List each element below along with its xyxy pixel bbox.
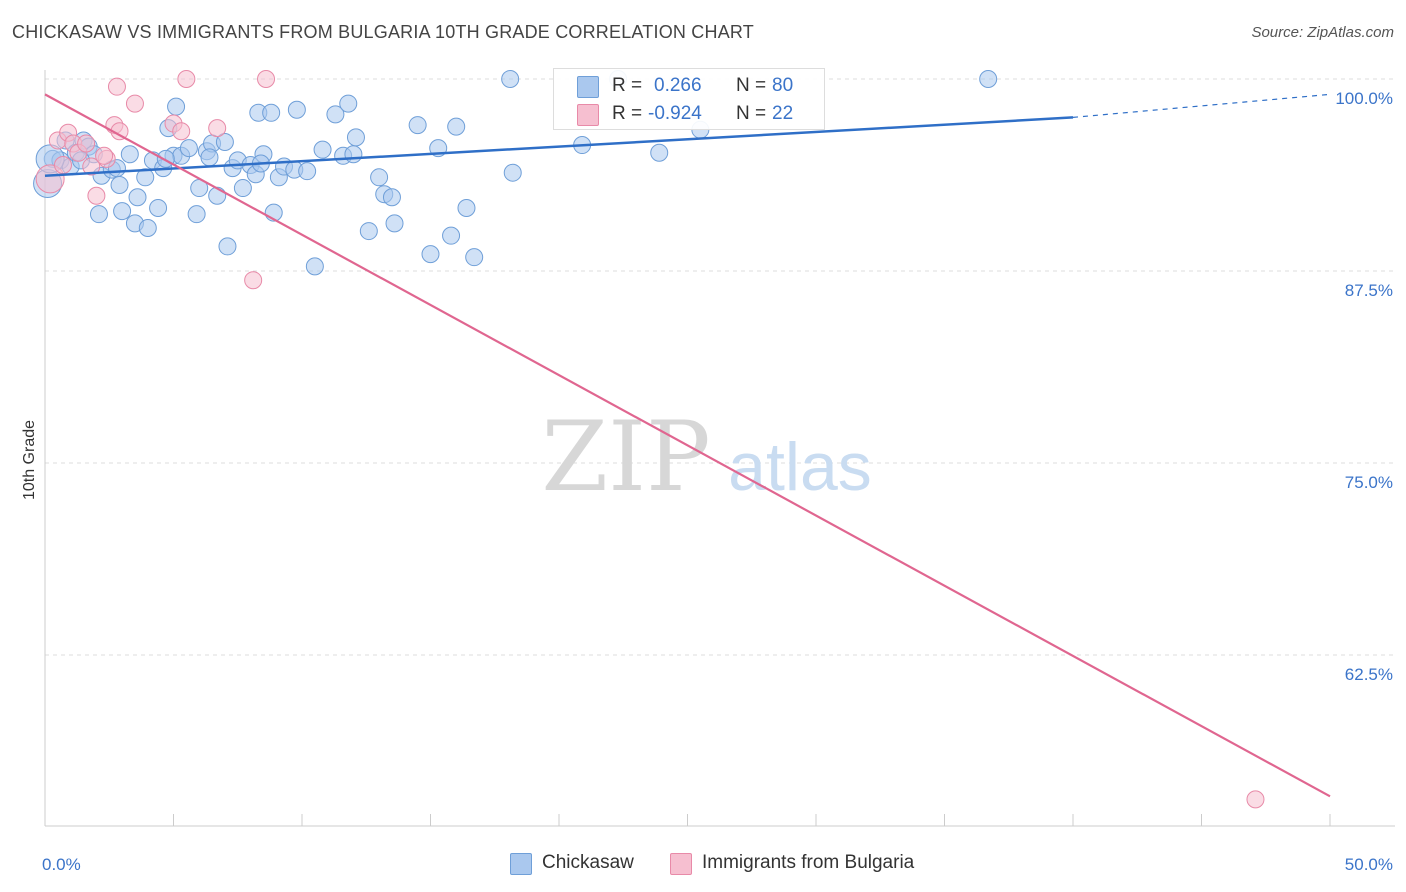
y-tick-label: 87.5% (1345, 281, 1393, 300)
y-tick-label: 100.0% (1335, 89, 1393, 108)
n-label: N = (736, 103, 767, 124)
chickasaw-point (138, 218, 157, 237)
chickasaw-point (979, 70, 998, 88)
legend-label: Immigrants from Bulgaria (702, 852, 915, 873)
chickasaw-point (442, 226, 461, 245)
chickasaw-point (89, 205, 108, 224)
chickasaw-point (179, 139, 198, 158)
chickasaw-point (262, 103, 281, 122)
tick-labels: 100.0% 87.5% 75.0% 62.5% 0.0% 50.0% (42, 89, 1393, 874)
bulgaria-trend-line (44, 93, 1331, 798)
chickasaw-point (305, 257, 324, 276)
chickasaw-point (287, 100, 306, 119)
chickasaw-point (215, 132, 234, 151)
chickasaw-point (136, 168, 155, 187)
source-label: Source: ZipAtlas.com (1251, 24, 1394, 41)
n-label: N = (736, 75, 767, 96)
chickasaw-point (382, 188, 401, 207)
watermark-zip: ZIP (541, 401, 710, 513)
y-tick-label: 62.5% (1345, 665, 1393, 684)
chickasaw-point (233, 179, 252, 198)
chickasaw-point (326, 105, 345, 124)
bulgaria-point (95, 146, 114, 165)
chickasaw-point (120, 145, 139, 164)
chickasaw-point (208, 186, 227, 205)
bulgaria-point (257, 70, 276, 88)
chickasaw-point (110, 175, 129, 194)
r-label: R = (612, 75, 643, 96)
chickasaw-point (457, 199, 476, 218)
chickasaw-point (167, 97, 186, 116)
stats-row-bulgaria: R = -0.924 N = 22 (554, 101, 824, 127)
x-tick-label: 50.0% (1345, 855, 1393, 874)
chickasaw-point (501, 70, 520, 88)
bulgaria-point (172, 122, 191, 141)
chickasaw-point (370, 168, 389, 187)
series-bulgaria-points (35, 70, 1265, 809)
chickasaw-point (298, 162, 317, 181)
chickasaw-point (465, 248, 484, 267)
chickasaw-point (421, 245, 440, 264)
bulgaria-point (1246, 790, 1265, 809)
bulgaria-point (107, 77, 126, 96)
chickasaw-point (187, 205, 206, 224)
chickasaw-point (385, 214, 404, 233)
y-tick-label: 75.0% (1345, 473, 1393, 492)
bulgaria-point (82, 157, 101, 176)
bulgaria-point (53, 156, 72, 175)
bulgaria-point (177, 70, 196, 88)
chickasaw-point (339, 94, 358, 113)
chickasaw-point (346, 128, 365, 147)
chickasaw-point (650, 143, 669, 162)
n-value: 80 (772, 75, 794, 96)
r-value: 0.266 (654, 75, 702, 96)
bulgaria-point (208, 119, 227, 138)
chickasaw-point (113, 202, 132, 221)
blue-swatch (577, 76, 599, 98)
chickasaw-point (408, 116, 427, 135)
chickasaw-point (313, 140, 332, 159)
bulgaria-point (87, 186, 106, 205)
stats-row-chickasaw: R = 0.266 N = 80 (554, 73, 824, 99)
chickasaw-trend-extension (1072, 93, 1331, 118)
blue-swatch (510, 853, 532, 875)
chickasaw-point (359, 222, 378, 241)
chickasaw-point (503, 163, 522, 182)
chickasaw-point (200, 148, 219, 167)
bulgaria-point (125, 94, 144, 113)
watermark-atlas: atlas (728, 429, 872, 505)
chickasaw-point (149, 199, 168, 218)
bulgaria-point (77, 134, 96, 153)
watermark: ZIP atlas (541, 401, 871, 513)
pink-swatch (577, 104, 599, 126)
stats-legend: R = 0.266 N = 80 R = -0.924 N = 22 (553, 68, 825, 130)
chickasaw-point (128, 188, 147, 207)
x-tick-label: 0.0% (42, 855, 81, 874)
bulgaria-point (244, 271, 263, 290)
chart-title: CHICKASAW VS IMMIGRANTS FROM BULGARIA 10… (12, 22, 754, 42)
r-value: -0.924 (648, 103, 702, 124)
chickasaw-point (218, 237, 237, 256)
pink-swatch (670, 853, 692, 875)
legend-label: Chickasaw (542, 852, 634, 873)
r-label: R = (612, 103, 643, 124)
chickasaw-trend-line (44, 116, 1074, 178)
series-chickasaw-points (33, 70, 998, 276)
n-value: 22 (772, 103, 794, 124)
chickasaw-point (344, 145, 363, 164)
trend-lines (44, 93, 1331, 798)
chickasaw-point (447, 117, 466, 136)
